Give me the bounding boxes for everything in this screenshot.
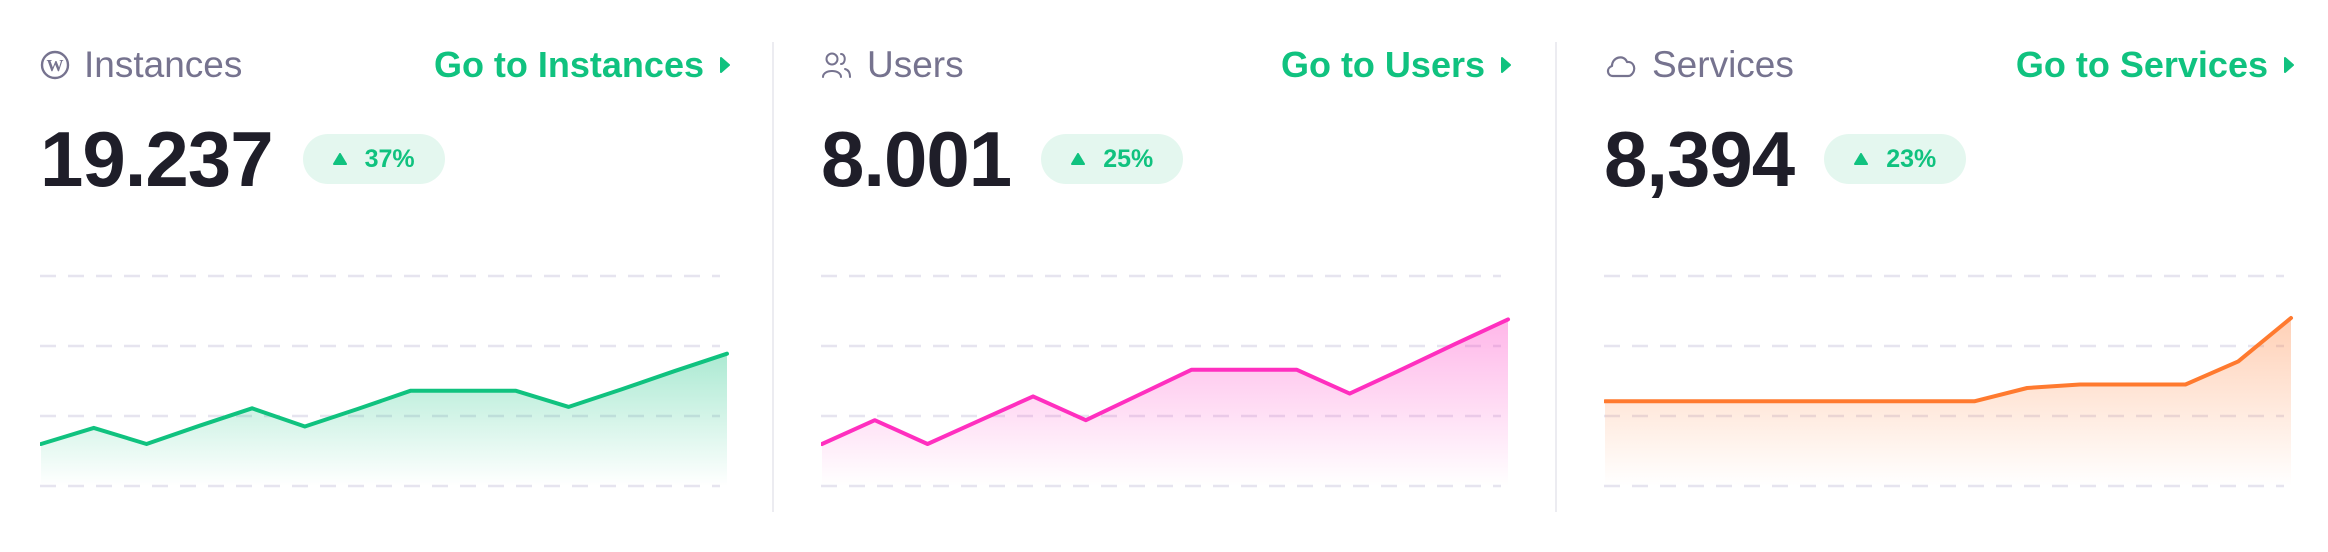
svg-text:W: W bbox=[47, 56, 64, 75]
change-badge: 23% bbox=[1824, 134, 1967, 184]
users-icon bbox=[821, 50, 853, 80]
triangle-up-icon bbox=[1071, 153, 1086, 165]
area-fill bbox=[41, 353, 727, 486]
card-title: Users bbox=[821, 44, 964, 86]
metric-value: 19.237 bbox=[40, 115, 274, 203]
triangle-up-icon bbox=[1854, 153, 1869, 165]
go-to-services-link[interactable]: Go to Services bbox=[2016, 44, 2294, 86]
services-sparkline-chart bbox=[1604, 274, 2293, 488]
change-badge: 25% bbox=[1041, 134, 1184, 184]
card-title-text: Services bbox=[1652, 44, 1794, 85]
divider bbox=[1555, 42, 1557, 512]
change-value: 23% bbox=[1886, 144, 1937, 173]
metric-value: 8,394 bbox=[1604, 115, 1795, 203]
services-card: Services Go to Services 8,394 23% bbox=[1604, 0, 2294, 552]
caret-right-icon bbox=[1501, 57, 1511, 73]
instances-sparkline-chart bbox=[40, 274, 729, 488]
wordpress-icon: W bbox=[40, 50, 70, 80]
card-title-text: Instances bbox=[84, 44, 243, 85]
change-badge: 37% bbox=[302, 134, 445, 184]
go-to-users-link[interactable]: Go to Users bbox=[1281, 44, 1511, 86]
series-line bbox=[40, 351, 729, 446]
link-label: Go to Users bbox=[1280, 44, 1485, 85]
caret-right-icon bbox=[720, 57, 730, 73]
go-to-instances-link[interactable]: Go to Instances bbox=[434, 44, 730, 86]
metric-value: 8.001 bbox=[821, 115, 1012, 203]
link-label: Go to Instances bbox=[433, 44, 704, 85]
series-line bbox=[1604, 316, 2293, 404]
instances-card: W Instances Go to Instances 19.237 37% bbox=[40, 0, 730, 552]
cloud-icon bbox=[1604, 51, 1638, 79]
area-fill bbox=[822, 319, 1508, 486]
change-value: 25% bbox=[1103, 144, 1154, 173]
card-title-text: Users bbox=[867, 44, 964, 85]
users-sparkline-chart bbox=[821, 274, 1510, 488]
series-line bbox=[821, 317, 1510, 446]
card-title: W Instances bbox=[40, 44, 242, 86]
triangle-up-icon bbox=[332, 153, 347, 165]
users-card: Users Go to Users 8.001 25% bbox=[821, 0, 1511, 552]
change-value: 37% bbox=[364, 144, 415, 173]
card-title: Services bbox=[1604, 44, 1794, 86]
caret-right-icon bbox=[2284, 57, 2294, 73]
divider bbox=[772, 42, 774, 512]
link-label: Go to Services bbox=[2015, 44, 2268, 85]
